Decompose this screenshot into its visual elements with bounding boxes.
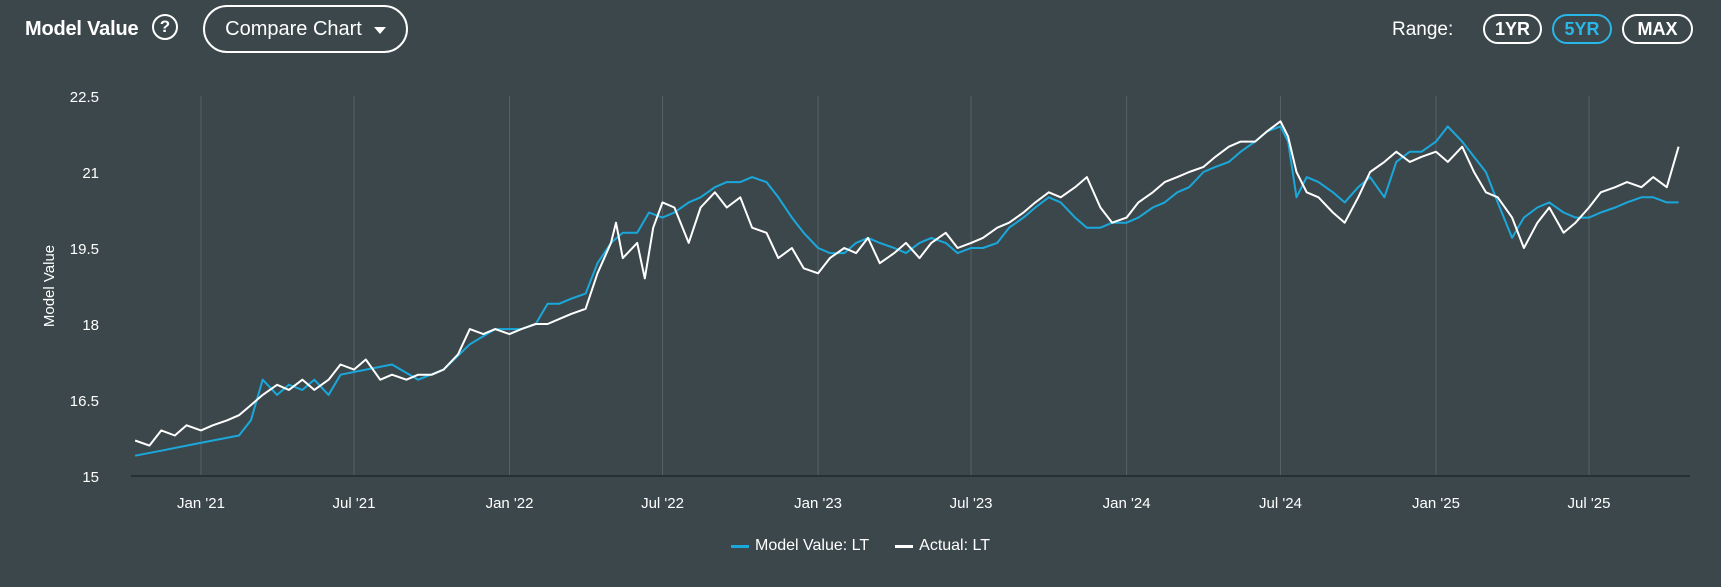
- x-tick-label: Jan '21: [177, 495, 225, 512]
- x-tick-label: Jan '25: [1412, 495, 1460, 512]
- page-title: Model Value: [25, 18, 139, 40]
- range-button-max[interactable]: MAX: [1622, 14, 1693, 44]
- y-tick-label: 15: [82, 469, 99, 486]
- y-tick-label: 16.5: [70, 393, 99, 410]
- compare-chart-dropdown[interactable]: Compare Chart: [203, 5, 408, 53]
- series-line-actual: [134, 120, 1680, 447]
- y-tick-label: 18: [82, 317, 99, 334]
- legend-swatch-actual: [895, 544, 914, 548]
- legend-label-model-value: Model Value: LT: [755, 537, 870, 554]
- y-axis-title: Model Value: [41, 245, 58, 327]
- legend-item-model-value[interactable]: Model Value: LT: [731, 537, 869, 555]
- chart-legend: Model Value: LT Actual: LT: [0, 537, 1721, 555]
- x-tick-label: Jan '22: [486, 495, 534, 512]
- x-tick-label: Jul '23: [950, 495, 993, 512]
- legend-swatch-model-value: [731, 544, 749, 548]
- help-icon-glyph: ?: [159, 17, 171, 36]
- compare-chart-label: Compare Chart: [225, 17, 362, 40]
- x-tick-label: Jul '22: [641, 495, 684, 512]
- x-tick-label: Jul '24: [1259, 495, 1302, 512]
- range-button-1yr[interactable]: 1YR: [1483, 14, 1542, 44]
- y-tick-label: 22.5: [70, 89, 99, 106]
- x-tick-label: Jul '21: [333, 495, 376, 512]
- y-tick-label: 19.5: [70, 241, 99, 258]
- range-button-5yr[interactable]: 5YR: [1552, 14, 1612, 44]
- legend-item-actual[interactable]: Actual: LT: [895, 537, 990, 555]
- y-tick-label: 21: [82, 165, 99, 182]
- x-tick-label: Jan '24: [1103, 495, 1151, 512]
- help-icon[interactable]: ?: [152, 14, 178, 40]
- range-label: Range:: [1392, 19, 1454, 40]
- caret-down-icon: [373, 26, 386, 34]
- legend-label-actual: Actual: LT: [919, 537, 990, 554]
- x-tick-label: Jan '23: [794, 495, 842, 512]
- x-tick-label: Jul '25: [1568, 495, 1611, 512]
- series-line-model-value: [134, 125, 1679, 457]
